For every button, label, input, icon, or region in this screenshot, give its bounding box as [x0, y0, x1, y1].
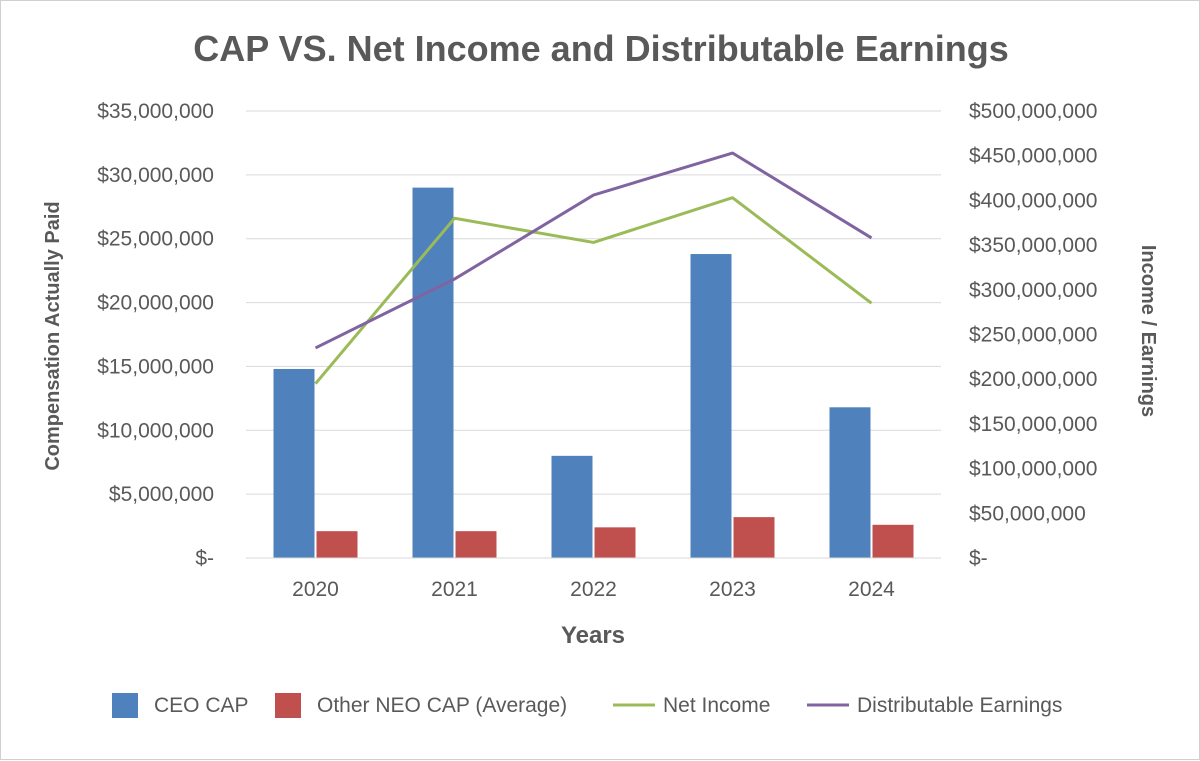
legend-other-neo-cap-label: Other NEO CAP (Average) [317, 694, 567, 717]
right-axis-ticks: $- $50,000,000 $100,000,000 $150,000,000 $20… [969, 100, 1097, 570]
bar-ceo-cap [829, 407, 871, 558]
x-tick-label: 2023 [709, 578, 756, 601]
right-tick-label: $500,000,000 [969, 100, 1097, 123]
left-tick-label: $25,000,000 [97, 228, 214, 251]
x-tick-label: 2021 [431, 578, 478, 601]
x-tick-label: 2022 [570, 578, 617, 601]
bar-ceo-cap [273, 368, 315, 558]
right-tick-label: $350,000,000 [969, 234, 1097, 257]
x-axis-title: Years [561, 622, 625, 649]
lines [314, 151, 873, 385]
gridlines [246, 110, 941, 495]
right-tick-label: $300,000,000 [969, 279, 1097, 302]
x-tick-label: 2020 [292, 578, 339, 601]
legend-ceo-cap-label: CEO CAP [154, 694, 249, 717]
x-tick-label: 2024 [848, 578, 895, 601]
right-tick-label: $450,000,000 [969, 145, 1097, 168]
bar-other-neo-cap-average [733, 517, 775, 558]
right-tick-label: $200,000,000 [969, 368, 1097, 391]
bar-other-neo-cap-average [316, 531, 358, 558]
left-axis-title: Compensation Actually Paid [42, 201, 64, 470]
right-tick-label: $150,000,000 [969, 413, 1097, 436]
legend-distributable-earnings-label: Distributable Earnings [857, 694, 1062, 717]
bar-ceo-cap [690, 254, 732, 559]
bar-other-neo-cap-average [594, 527, 636, 558]
right-tick-label: $100,000,000 [969, 458, 1097, 481]
right-tick-label: $400,000,000 [969, 189, 1097, 212]
legend: CEO CAP Other NEO CAP (Average) Net Inco… [112, 693, 1062, 718]
chart-title: CAP VS. Net Income and Distributable Ear… [193, 28, 1009, 69]
right-axis-title: Income / Earnings [1137, 245, 1159, 417]
right-tick-label: $50,000,000 [969, 502, 1086, 525]
bar-ceo-cap [412, 187, 454, 558]
bar-ceo-cap [551, 455, 593, 558]
left-tick-label: $15,000,000 [97, 355, 214, 378]
left-tick-label: $30,000,000 [97, 164, 214, 187]
left-tick-label: $- [195, 547, 214, 570]
left-axis-ticks: $- $5,000,000 $10,000,000 $15,000,000 $20,00… [97, 100, 214, 570]
line-net-income [314, 196, 873, 385]
left-tick-label: $20,000,000 [97, 292, 214, 315]
bars [273, 187, 914, 559]
line-distributable-earnings [314, 151, 873, 350]
left-tick-label: $35,000,000 [97, 100, 214, 123]
left-tick-label: $10,000,000 [97, 419, 214, 442]
legend-ceo-cap-swatch [112, 693, 138, 718]
right-tick-label: $- [969, 547, 988, 570]
legend-net-income-label: Net Income [663, 694, 770, 717]
left-tick-label: $5,000,000 [109, 483, 214, 506]
bar-other-neo-cap-average [455, 531, 497, 558]
right-tick-label: $250,000,000 [969, 324, 1097, 347]
legend-other-neo-cap-swatch [275, 693, 301, 718]
bar-other-neo-cap-average [872, 524, 914, 558]
x-axis-ticks: 2020 2021 2022 2023 2024 [292, 578, 895, 601]
